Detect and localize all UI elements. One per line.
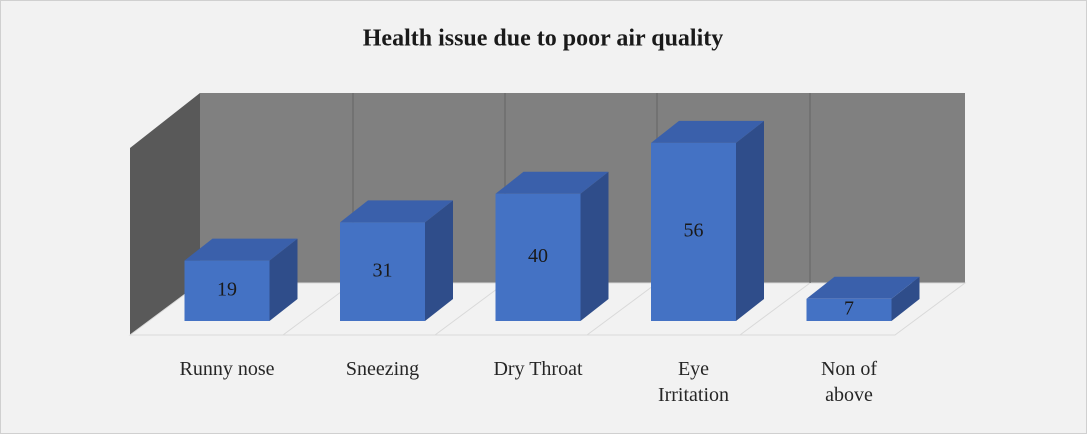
bar bbox=[184, 238, 298, 321]
bar bbox=[651, 120, 764, 321]
bar-side bbox=[269, 238, 298, 321]
bar-side bbox=[891, 276, 920, 321]
bar-side bbox=[736, 120, 764, 321]
side-wall bbox=[130, 93, 200, 335]
x-tick-label: Dry Throat bbox=[493, 358, 583, 380]
bar bbox=[340, 200, 453, 321]
value-label: 40 bbox=[528, 245, 548, 267]
value-label: 7 bbox=[844, 297, 854, 319]
bar-front bbox=[495, 193, 581, 321]
bar-side bbox=[425, 200, 453, 321]
bar-front bbox=[340, 222, 425, 321]
bar-front bbox=[184, 260, 270, 321]
bar-top bbox=[651, 120, 764, 143]
bar bbox=[806, 276, 920, 321]
bar-top bbox=[184, 238, 298, 261]
bar-top bbox=[495, 171, 609, 194]
bar-top bbox=[806, 276, 920, 299]
value-label: 31 bbox=[373, 259, 393, 281]
bar-side bbox=[580, 171, 609, 321]
bar bbox=[495, 171, 609, 321]
value-label: 19 bbox=[217, 278, 237, 300]
x-tick-label: Eye Irritation bbox=[657, 358, 730, 406]
bar-top bbox=[340, 200, 453, 223]
bar-front bbox=[651, 142, 736, 321]
value-label: 56 bbox=[684, 220, 704, 242]
chart-title: Health issue due to poor air quality bbox=[363, 26, 724, 52]
x-tick-label: Runny nose bbox=[179, 358, 275, 380]
x-tick-label: Sneezing bbox=[345, 358, 420, 380]
bar-front bbox=[806, 298, 892, 321]
x-tick-label: Non of above bbox=[820, 358, 878, 406]
